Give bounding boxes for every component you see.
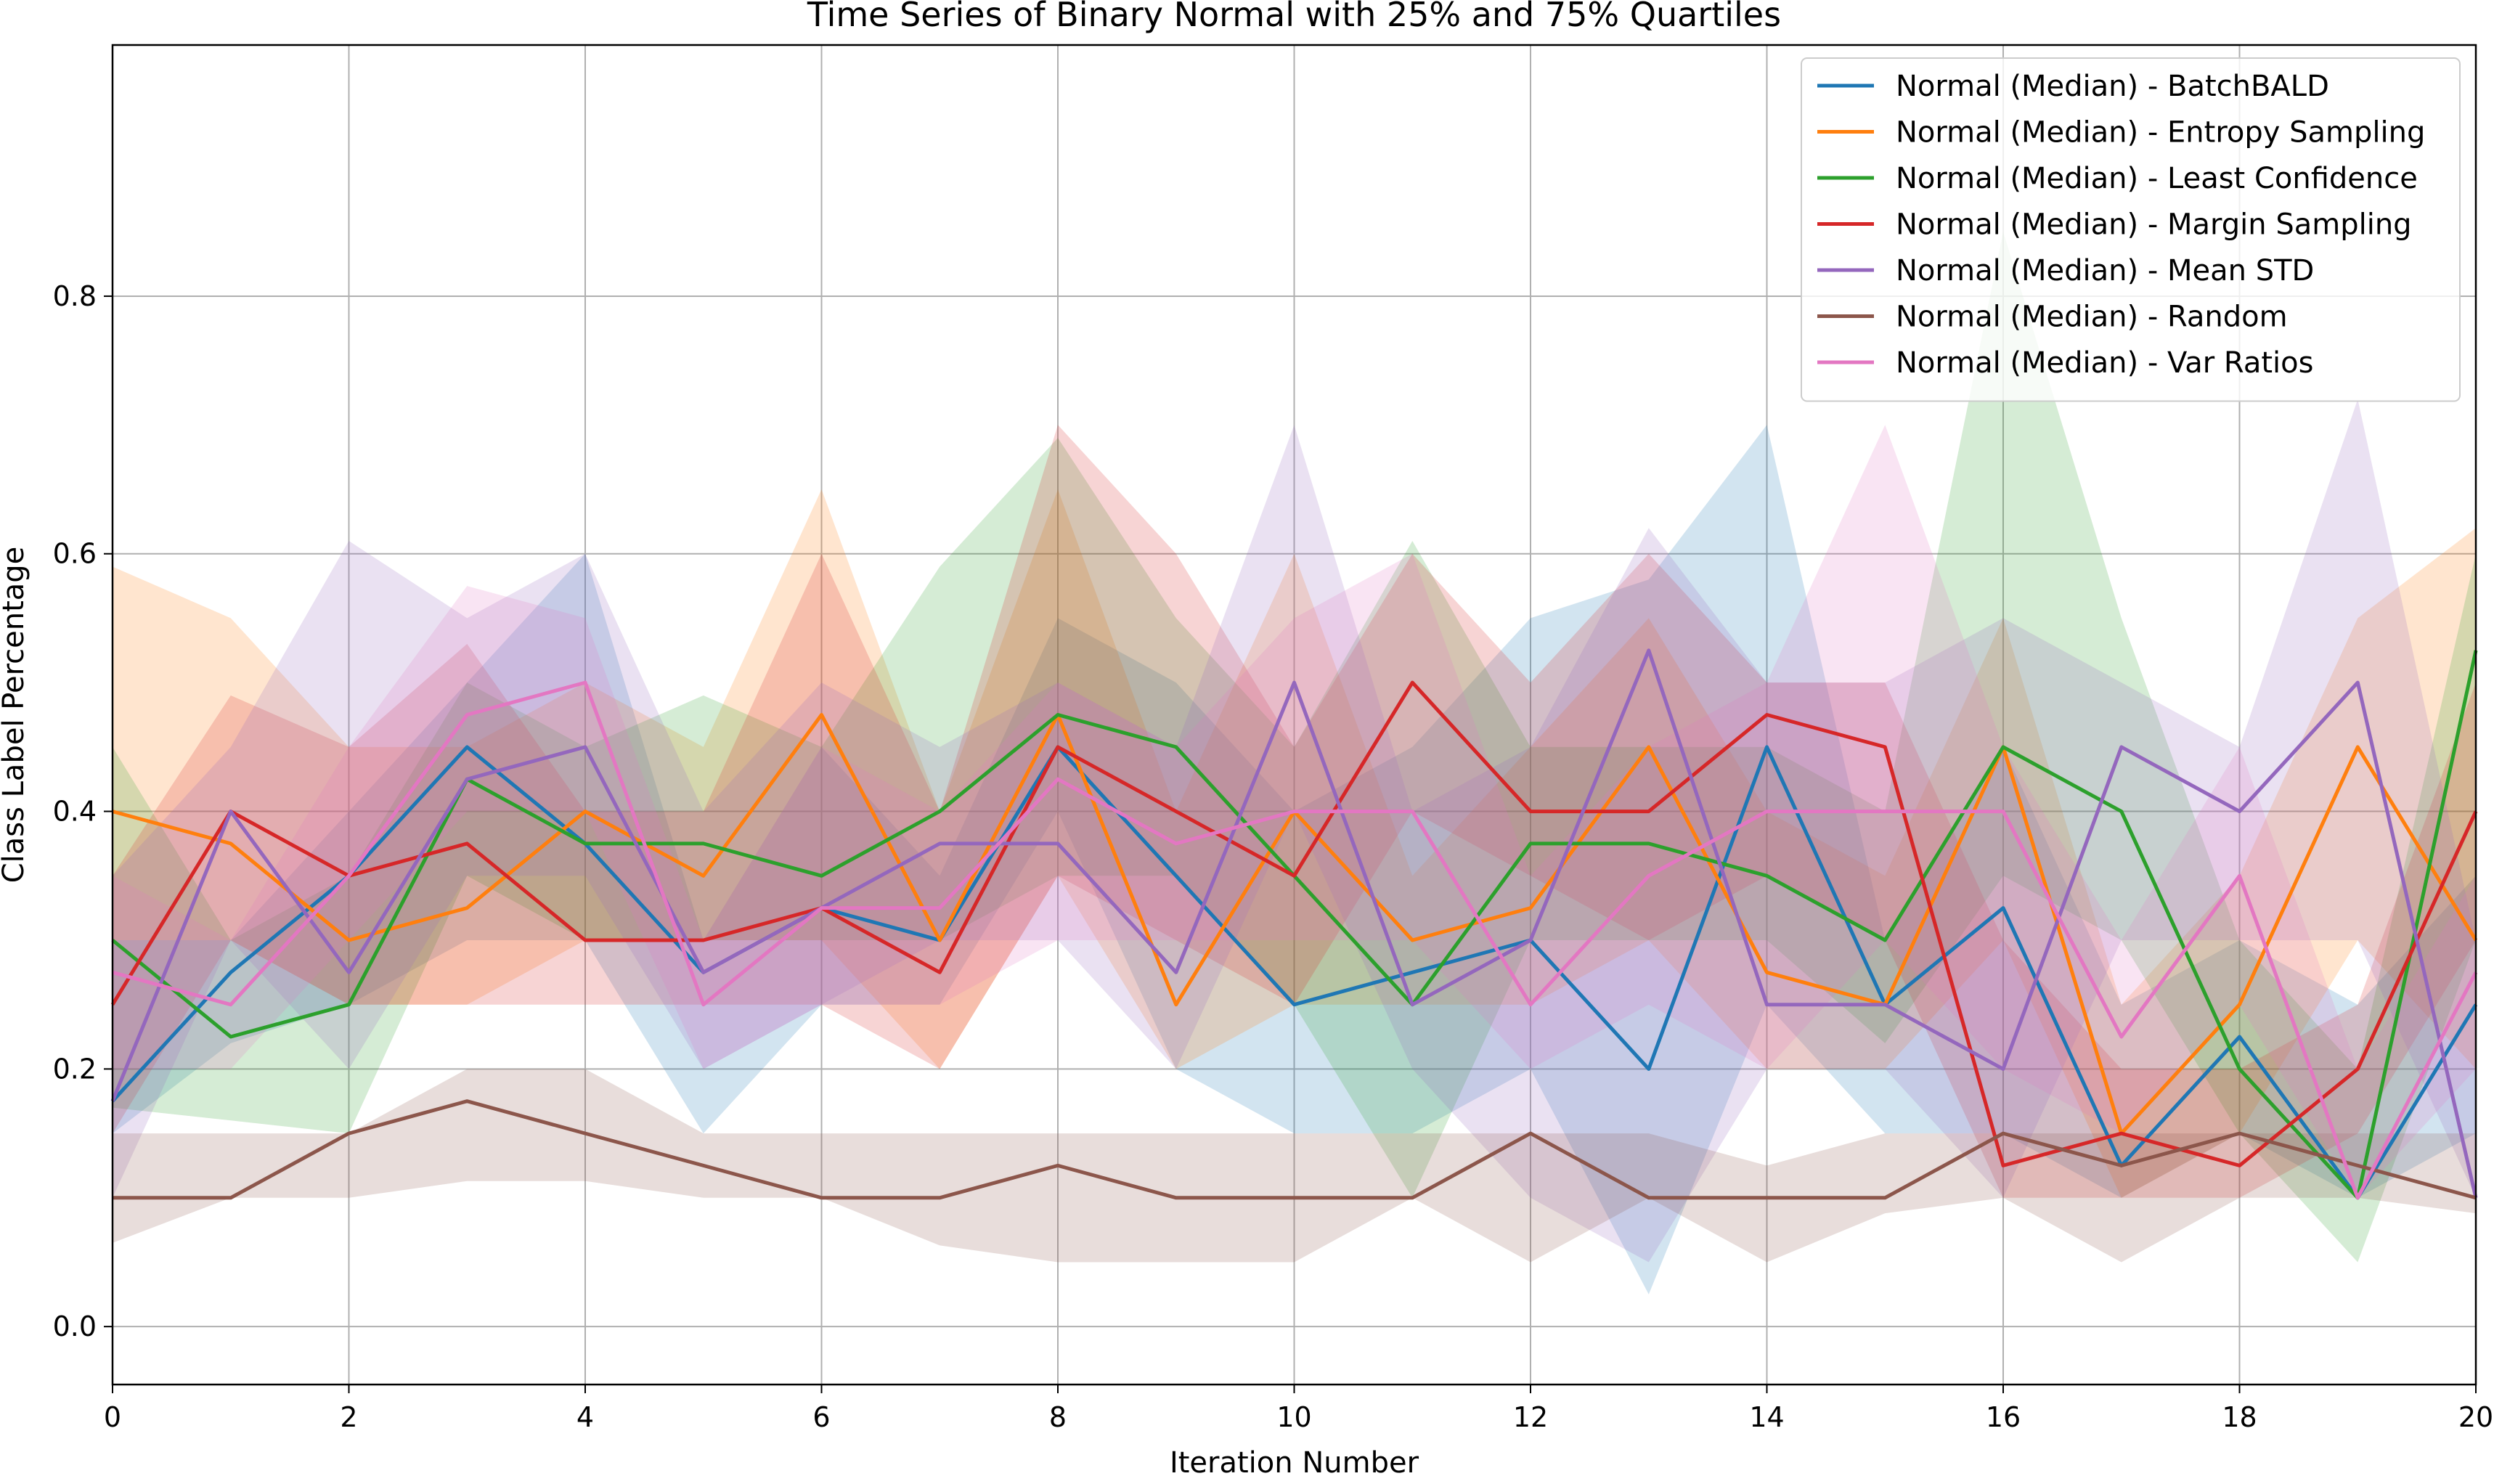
legend: Normal (Median) - BatchBALD Normal (Media… — [1801, 57, 2461, 402]
y-tick-label: 0.0 — [53, 1310, 97, 1342]
x-tick-label: 18 — [2222, 1401, 2257, 1433]
median-line-random — [113, 1099, 2477, 1200]
x-tick-label: 6 — [812, 1401, 830, 1433]
x-tick-label: 12 — [1513, 1401, 1548, 1433]
y-tick-label: 0.2 — [53, 1053, 97, 1085]
median-line-margin-sampling — [110, 680, 2478, 1167]
legend-label: Normal (Median) - Var Ratios — [1896, 346, 2313, 380]
y-axis-label: Class Label Percentage — [0, 547, 30, 884]
y-tick-label: 0.6 — [53, 538, 97, 570]
legend-label: Normal (Median) - Random — [1896, 301, 2288, 334]
tick-layer: 0 2 4 6 8 10 12 14 16 18 20 0.0 0.2 0.4 0.6 0.8 — [53, 280, 2494, 1433]
x-tick-label: 20 — [2458, 1401, 2493, 1433]
legend-label: Normal (Median) - Mean STD — [1896, 254, 2314, 288]
legend-label: Normal (Median) - BatchBALD — [1896, 70, 2329, 103]
quartile-band-mean-std — [113, 399, 2476, 1263]
chart-title: Time Series of Binary Normal with 25% an… — [807, 0, 1781, 34]
line-layer — [110, 648, 2478, 1200]
x-tick-label: 16 — [1986, 1401, 2021, 1433]
x-tick-label: 4 — [576, 1401, 594, 1433]
x-tick-label: 0 — [104, 1401, 121, 1433]
y-tick-label: 0.4 — [53, 796, 97, 828]
quartile-band-batchbald — [113, 425, 2476, 1295]
x-tick-label: 10 — [1276, 1401, 1311, 1433]
median-line-var-ratios — [112, 680, 2478, 1200]
y-tick-label: 0.8 — [53, 280, 97, 312]
legend-label: Normal (Median) - Margin Sampling — [1896, 208, 2412, 242]
quartile-band-random — [113, 1069, 2476, 1263]
legend-label: Normal (Median) - Entropy Sampling — [1896, 116, 2425, 150]
legend-box — [1801, 57, 2461, 402]
median-line-mean-std — [110, 648, 2478, 1199]
legend-label: Normal (Median) - Least Confidence — [1896, 162, 2418, 195]
x-axis-label: Iteration Number — [1170, 1446, 1419, 1480]
quartile-band-entropy-sampling — [113, 489, 2476, 1198]
x-tick-label: 14 — [1749, 1401, 1784, 1433]
x-tick-label: 8 — [1049, 1401, 1067, 1433]
median-line-batchbald — [111, 745, 2478, 1200]
x-tick-label: 2 — [340, 1401, 357, 1433]
